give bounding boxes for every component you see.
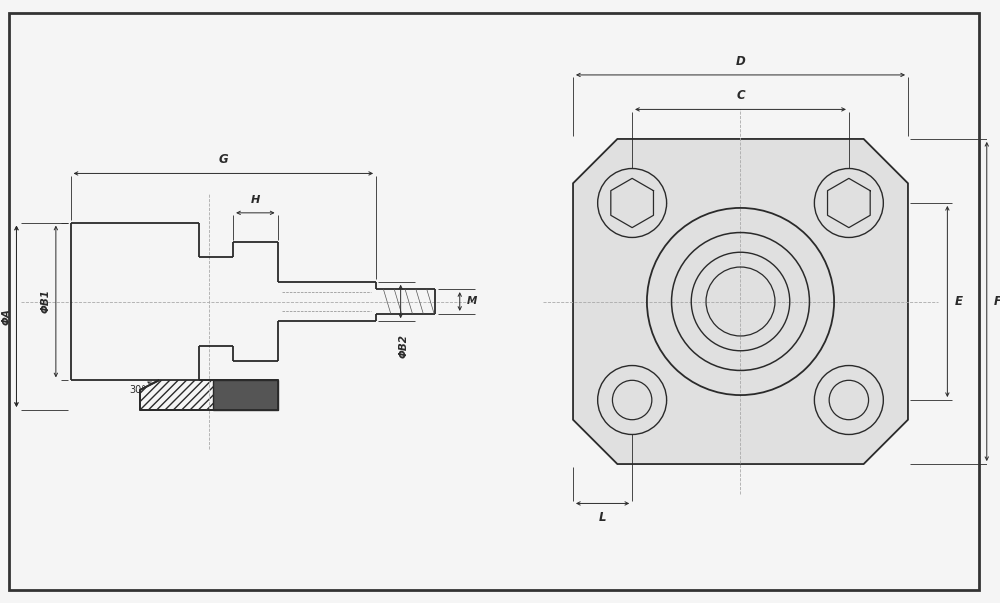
Text: H: H bbox=[251, 195, 260, 206]
Circle shape bbox=[814, 365, 883, 435]
Text: ΦA: ΦA bbox=[2, 308, 12, 324]
Circle shape bbox=[598, 365, 667, 435]
Circle shape bbox=[814, 168, 883, 238]
Text: G: G bbox=[219, 153, 228, 166]
Polygon shape bbox=[213, 380, 278, 410]
Circle shape bbox=[612, 380, 652, 420]
Text: L: L bbox=[599, 511, 606, 524]
Circle shape bbox=[829, 380, 869, 420]
Text: F: F bbox=[994, 295, 1000, 308]
Polygon shape bbox=[573, 139, 908, 464]
Text: D: D bbox=[736, 54, 745, 68]
Circle shape bbox=[598, 168, 667, 238]
Text: ΦB1: ΦB1 bbox=[41, 289, 51, 314]
Text: M: M bbox=[467, 297, 478, 306]
Text: E: E bbox=[955, 295, 963, 308]
Text: C: C bbox=[736, 89, 745, 102]
Text: ΦB2: ΦB2 bbox=[398, 333, 408, 358]
Text: 30°: 30° bbox=[130, 385, 147, 395]
